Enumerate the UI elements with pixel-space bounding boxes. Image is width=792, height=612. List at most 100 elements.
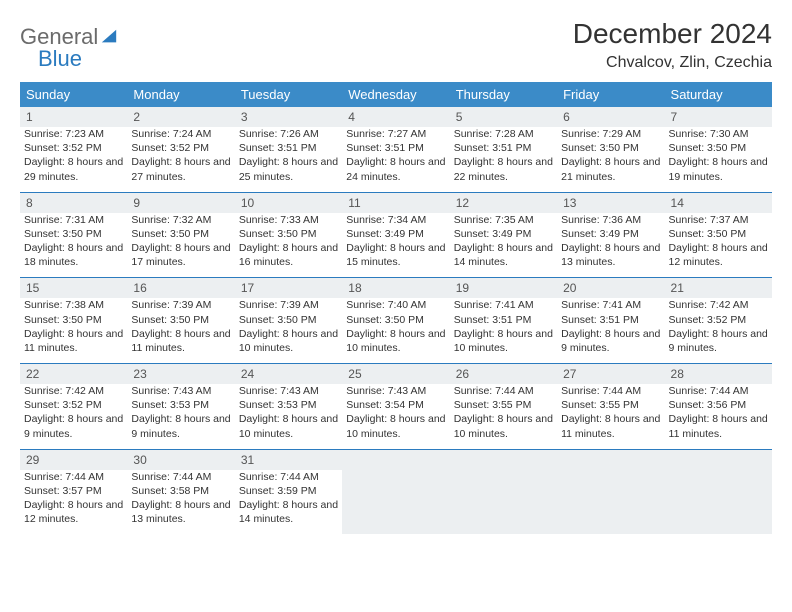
day-detail-cell: Sunrise: 7:36 AMSunset: 3:49 PMDaylight:…: [557, 213, 664, 278]
daylight-text: Daylight: 8 hours and 27 minutes.: [131, 155, 230, 183]
daylight-text: Daylight: 8 hours and 11 minutes.: [561, 412, 660, 440]
day-number-cell: 13: [557, 192, 664, 213]
sunrise-text: Sunrise: 7:39 AM: [239, 298, 338, 312]
day-detail-cell: Sunrise: 7:44 AMSunset: 3:56 PMDaylight:…: [665, 384, 772, 449]
sunrise-text: Sunrise: 7:36 AM: [561, 213, 660, 227]
day-detail-cell: [342, 470, 449, 535]
day-detail-cell: Sunrise: 7:42 AMSunset: 3:52 PMDaylight:…: [665, 298, 772, 363]
day-detail-cell: Sunrise: 7:43 AMSunset: 3:53 PMDaylight:…: [127, 384, 234, 449]
title-block: December 2024 Chvalcov, Zlin, Czechia: [573, 18, 772, 72]
daylight-text: Daylight: 8 hours and 16 minutes.: [239, 241, 338, 269]
day-detail-cell: Sunrise: 7:40 AMSunset: 3:50 PMDaylight:…: [342, 298, 449, 363]
weekday-header-row: Sunday Monday Tuesday Wednesday Thursday…: [20, 82, 772, 107]
sunset-text: Sunset: 3:50 PM: [24, 227, 123, 241]
day-number-cell: 23: [127, 364, 234, 385]
sunset-text: Sunset: 3:49 PM: [346, 227, 445, 241]
sunset-text: Sunset: 3:50 PM: [346, 313, 445, 327]
day-detail-cell: Sunrise: 7:44 AMSunset: 3:58 PMDaylight:…: [127, 470, 234, 535]
sunset-text: Sunset: 3:51 PM: [454, 313, 553, 327]
day-number-cell: 19: [450, 278, 557, 299]
daylight-text: Daylight: 8 hours and 22 minutes.: [454, 155, 553, 183]
day-number-cell: 11: [342, 192, 449, 213]
day-detail-row: Sunrise: 7:44 AMSunset: 3:57 PMDaylight:…: [20, 470, 772, 535]
day-number-cell: 30: [127, 449, 234, 470]
brand-part2: Blue: [20, 46, 82, 72]
day-number-cell: [557, 449, 664, 470]
sunset-text: Sunset: 3:55 PM: [454, 398, 553, 412]
logo-sail-icon: [100, 28, 118, 46]
daylight-text: Daylight: 8 hours and 10 minutes.: [454, 412, 553, 440]
daynum-row: 22232425262728: [20, 364, 772, 385]
day-detail-cell: Sunrise: 7:39 AMSunset: 3:50 PMDaylight:…: [235, 298, 342, 363]
daylight-text: Daylight: 8 hours and 10 minutes.: [346, 327, 445, 355]
daynum-row: 15161718192021: [20, 278, 772, 299]
day-detail-cell: Sunrise: 7:28 AMSunset: 3:51 PMDaylight:…: [450, 127, 557, 192]
day-number-cell: 2: [127, 107, 234, 127]
daylight-text: Daylight: 8 hours and 14 minutes.: [454, 241, 553, 269]
daylight-text: Daylight: 8 hours and 10 minutes.: [239, 327, 338, 355]
sunrise-text: Sunrise: 7:31 AM: [24, 213, 123, 227]
daylight-text: Daylight: 8 hours and 13 minutes.: [131, 498, 230, 526]
sunrise-text: Sunrise: 7:37 AM: [669, 213, 768, 227]
sunset-text: Sunset: 3:50 PM: [669, 141, 768, 155]
daylight-text: Daylight: 8 hours and 21 minutes.: [561, 155, 660, 183]
location-text: Chvalcov, Zlin, Czechia: [573, 54, 772, 72]
day-detail-cell: Sunrise: 7:29 AMSunset: 3:50 PMDaylight:…: [557, 127, 664, 192]
calendar-table: Sunday Monday Tuesday Wednesday Thursday…: [20, 82, 772, 534]
brand-logo: GeneralBlue: [20, 18, 118, 72]
sunrise-text: Sunrise: 7:34 AM: [346, 213, 445, 227]
daylight-text: Daylight: 8 hours and 11 minutes.: [24, 327, 123, 355]
sunset-text: Sunset: 3:54 PM: [346, 398, 445, 412]
day-detail-cell: Sunrise: 7:43 AMSunset: 3:53 PMDaylight:…: [235, 384, 342, 449]
day-detail-cell: Sunrise: 7:39 AMSunset: 3:50 PMDaylight:…: [127, 298, 234, 363]
sunrise-text: Sunrise: 7:41 AM: [561, 298, 660, 312]
day-detail-cell: Sunrise: 7:44 AMSunset: 3:59 PMDaylight:…: [235, 470, 342, 535]
day-detail-cell: [450, 470, 557, 535]
sunrise-text: Sunrise: 7:43 AM: [131, 384, 230, 398]
day-detail-cell: Sunrise: 7:44 AMSunset: 3:55 PMDaylight:…: [450, 384, 557, 449]
sunset-text: Sunset: 3:52 PM: [24, 398, 123, 412]
day-detail-cell: Sunrise: 7:38 AMSunset: 3:50 PMDaylight:…: [20, 298, 127, 363]
daylight-text: Daylight: 8 hours and 10 minutes.: [239, 412, 338, 440]
day-detail-cell: Sunrise: 7:41 AMSunset: 3:51 PMDaylight:…: [450, 298, 557, 363]
daylight-text: Daylight: 8 hours and 9 minutes.: [669, 327, 768, 355]
day-number-cell: 20: [557, 278, 664, 299]
day-number-cell: 5: [450, 107, 557, 127]
daynum-row: 1234567: [20, 107, 772, 127]
day-number-cell: 10: [235, 192, 342, 213]
sunrise-text: Sunrise: 7:38 AM: [24, 298, 123, 312]
sunrise-text: Sunrise: 7:44 AM: [239, 470, 338, 484]
sunset-text: Sunset: 3:50 PM: [131, 313, 230, 327]
daylight-text: Daylight: 8 hours and 13 minutes.: [561, 241, 660, 269]
day-number-cell: 28: [665, 364, 772, 385]
daylight-text: Daylight: 8 hours and 10 minutes.: [346, 412, 445, 440]
daylight-text: Daylight: 8 hours and 9 minutes.: [131, 412, 230, 440]
daylight-text: Daylight: 8 hours and 9 minutes.: [24, 412, 123, 440]
sunset-text: Sunset: 3:50 PM: [131, 227, 230, 241]
day-detail-cell: Sunrise: 7:31 AMSunset: 3:50 PMDaylight:…: [20, 213, 127, 278]
weekday-header: Wednesday: [342, 82, 449, 107]
daylight-text: Daylight: 8 hours and 9 minutes.: [561, 327, 660, 355]
day-number-cell: 12: [450, 192, 557, 213]
sunset-text: Sunset: 3:52 PM: [669, 313, 768, 327]
sunrise-text: Sunrise: 7:24 AM: [131, 127, 230, 141]
day-number-cell: 8: [20, 192, 127, 213]
day-detail-cell: [665, 470, 772, 535]
day-number-cell: 18: [342, 278, 449, 299]
sunrise-text: Sunrise: 7:44 AM: [669, 384, 768, 398]
day-detail-cell: Sunrise: 7:30 AMSunset: 3:50 PMDaylight:…: [665, 127, 772, 192]
day-detail-row: Sunrise: 7:31 AMSunset: 3:50 PMDaylight:…: [20, 213, 772, 278]
sunrise-text: Sunrise: 7:41 AM: [454, 298, 553, 312]
sunset-text: Sunset: 3:49 PM: [454, 227, 553, 241]
sunrise-text: Sunrise: 7:27 AM: [346, 127, 445, 141]
daylight-text: Daylight: 8 hours and 14 minutes.: [239, 498, 338, 526]
sunset-text: Sunset: 3:52 PM: [131, 141, 230, 155]
day-detail-cell: Sunrise: 7:34 AMSunset: 3:49 PMDaylight:…: [342, 213, 449, 278]
sunset-text: Sunset: 3:50 PM: [239, 227, 338, 241]
day-detail-cell: Sunrise: 7:23 AMSunset: 3:52 PMDaylight:…: [20, 127, 127, 192]
daylight-text: Daylight: 8 hours and 24 minutes.: [346, 155, 445, 183]
day-number-cell: 6: [557, 107, 664, 127]
weekday-header: Saturday: [665, 82, 772, 107]
sunrise-text: Sunrise: 7:43 AM: [346, 384, 445, 398]
sunset-text: Sunset: 3:51 PM: [454, 141, 553, 155]
